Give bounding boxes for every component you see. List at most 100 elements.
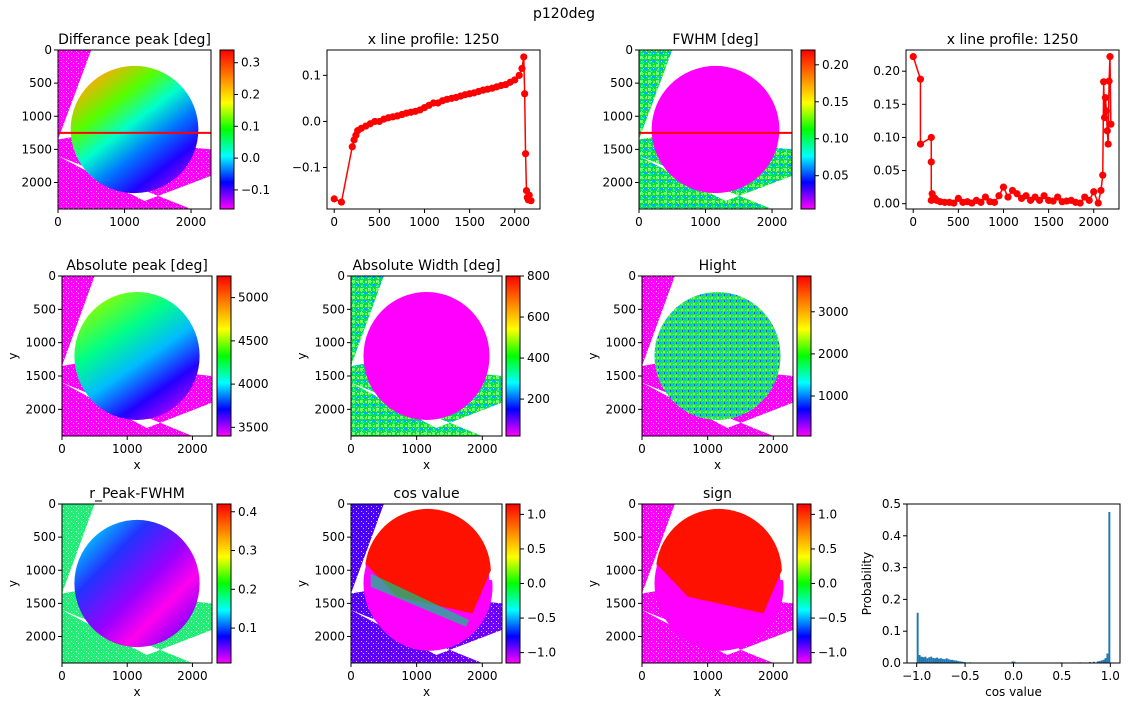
y-tick-label: 1500 — [25, 369, 56, 383]
colorbar-tick-label: 0.2 — [238, 582, 257, 596]
x-tick-label: 1000 — [109, 215, 140, 229]
y-tick-label: 500 — [33, 302, 56, 316]
y-tick-label: 0 — [48, 269, 56, 283]
panel-title: Hight — [699, 258, 737, 274]
profile-point — [1103, 107, 1110, 114]
histogram-bar — [928, 657, 930, 663]
y-tick-label: 1000 — [25, 336, 56, 350]
panel-title: Absolute Width [deg] — [352, 258, 500, 274]
x-tick-label: 0 — [347, 669, 355, 683]
colorbar — [797, 276, 811, 436]
histogram-bar — [924, 657, 926, 663]
y-tick-label: 0 — [628, 269, 636, 283]
figure-title: p120deg — [533, 6, 595, 22]
profile-point — [521, 90, 528, 97]
x-tick-label: 0 — [909, 215, 917, 229]
y-tick-label: 2000 — [314, 402, 345, 416]
y-tick-label: 0.1 — [302, 68, 321, 82]
y-axis-label: y — [586, 352, 600, 359]
x-tick-label: 1500 — [454, 215, 485, 229]
x-tick-label: 1000 — [401, 442, 432, 456]
x-tick-label: 2000 — [177, 442, 208, 456]
colorbar — [220, 50, 234, 209]
panel-title: Absolute peak [deg] — [66, 258, 208, 274]
histogram-bar — [948, 659, 950, 663]
y-axis-label: y — [586, 580, 600, 587]
profile-point — [527, 197, 534, 204]
heatmap-disc — [74, 520, 199, 647]
colorbar-tick-label: 1.0 — [527, 507, 546, 521]
plot-frame — [906, 50, 1119, 209]
y-tick-label: 1500 — [602, 142, 633, 156]
heatmap-disc — [652, 66, 780, 193]
y-tick-label: 2000 — [25, 402, 56, 416]
colorbar-tick-label: 1.0 — [818, 507, 837, 521]
y-axis-label: y — [295, 352, 309, 359]
y-tick-label: 1000 — [314, 336, 345, 350]
y-tick-label: 2000 — [25, 630, 56, 644]
y-tick-label: 1000 — [602, 109, 633, 123]
x-tick-label: 1000 — [112, 669, 143, 683]
panel-title: x line profile: 1250 — [947, 32, 1078, 48]
profile-point — [928, 134, 935, 141]
colorbar-tick-label: 0.3 — [241, 56, 260, 70]
x-tick-label: 0.0 — [1004, 669, 1023, 683]
x-tick-label: 1000 — [692, 442, 723, 456]
x-tick-label: 500 — [947, 215, 970, 229]
y-tick-label: 0.2 — [882, 592, 901, 606]
x-tick-label: 2000 — [176, 215, 207, 229]
x-axis-label: x — [714, 685, 721, 699]
x-tick-label: 2000 — [758, 669, 789, 683]
panel-title: Differance peak [deg] — [58, 32, 211, 48]
y-tick-label: 1500 — [605, 596, 636, 610]
colorbar — [217, 276, 231, 436]
x-tick-label: 2000 — [758, 442, 789, 456]
profile-point — [1095, 199, 1102, 206]
x-tick-label: 0 — [330, 215, 338, 229]
profile-point — [928, 158, 935, 165]
y-axis-label: y — [6, 352, 20, 359]
y-tick-label: 1500 — [25, 596, 56, 610]
colorbar-tick-label: 0.05 — [822, 169, 849, 183]
colorbar — [797, 504, 811, 663]
x-tick-label: 0 — [635, 215, 643, 229]
y-tick-label: 500 — [613, 302, 636, 316]
histogram-bar — [921, 657, 923, 663]
x-tick-label: 1000 — [112, 442, 143, 456]
colorbar-tick-label: 5000 — [238, 291, 269, 305]
profile-point — [995, 192, 1002, 199]
colorbar-tick-label: 200 — [527, 392, 550, 406]
y-tick-label: 500 — [613, 530, 636, 544]
x-tick-label: 1000 — [988, 215, 1019, 229]
y-tick-label: 1000 — [21, 109, 52, 123]
heatmap-image — [642, 504, 793, 663]
y-tick-label: 2000 — [605, 630, 636, 644]
colorbar — [506, 504, 520, 663]
x-tick-label: 1000 — [690, 215, 721, 229]
heatmap-disc — [363, 292, 489, 420]
colorbar-tick-label: 0.2 — [241, 88, 260, 102]
x-tick-label: 2000 — [499, 215, 530, 229]
y-tick-label: 2000 — [314, 630, 345, 644]
profile-point — [1104, 127, 1111, 134]
panel-title: sign — [703, 486, 732, 502]
y-tick-label: 500 — [33, 530, 56, 544]
colorbar-tick-label: 0.15 — [822, 95, 849, 109]
heatmap-image — [351, 504, 502, 663]
y-tick-label: 500 — [610, 76, 633, 90]
x-tick-label: 2000 — [757, 215, 788, 229]
colorbar-tick-label: −1.0 — [818, 646, 847, 660]
x-tick-label: −0.5 — [951, 669, 980, 683]
histogram-bar — [922, 657, 924, 663]
profile-point — [1077, 199, 1084, 206]
panel-title: r_Peak-FWHM — [89, 486, 185, 502]
colorbar-tick-label: 3000 — [818, 305, 849, 319]
